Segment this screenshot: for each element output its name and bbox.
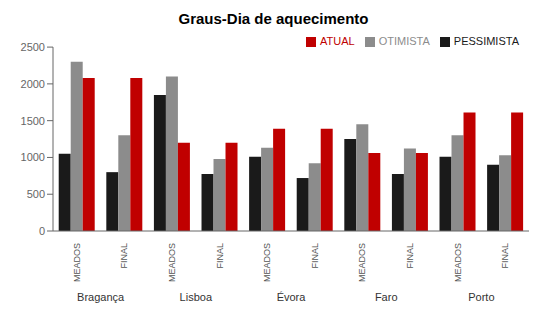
svg-text:MEADOS: MEADOS	[72, 243, 82, 282]
svg-text:FINAL: FINAL	[500, 243, 510, 269]
svg-text:Évora: Évora	[277, 291, 307, 303]
html-text:OTIMISTA: OTIMISTA	[378, 35, 430, 47]
svg-text:Bragança: Bragança	[77, 291, 125, 303]
svg-text:Lisboa: Lisboa	[180, 291, 213, 303]
svg-text:MEADOS: MEADOS	[453, 243, 463, 282]
html-text:ATUAL: ATUAL	[320, 35, 355, 47]
svg-text:FINAL: FINAL	[215, 243, 225, 269]
svg-text:FINAL: FINAL	[119, 243, 129, 269]
svg-text:2500: 2500	[21, 41, 45, 53]
svg-text:0: 0	[39, 225, 45, 237]
svg-text:FINAL: FINAL	[405, 243, 415, 269]
html-text:PESSIMISTA: PESSIMISTA	[453, 35, 519, 47]
svg-text:Faro: Faro	[375, 291, 398, 303]
svg-text:1500: 1500	[21, 115, 45, 127]
svg-text:Porto: Porto	[468, 291, 494, 303]
svg-text:1000: 1000	[21, 151, 45, 163]
svg-text:MEADOS: MEADOS	[167, 243, 177, 282]
svg-text:FINAL: FINAL	[310, 243, 320, 269]
svg-text:500: 500	[27, 188, 45, 200]
svg-text:2000: 2000	[21, 78, 45, 90]
html-text:Graus-Dia de aquecimento: Graus-Dia de aquecimento	[178, 10, 369, 27]
svg-text:MEADOS: MEADOS	[357, 243, 367, 282]
svg-text:MEADOS: MEADOS	[262, 243, 272, 282]
